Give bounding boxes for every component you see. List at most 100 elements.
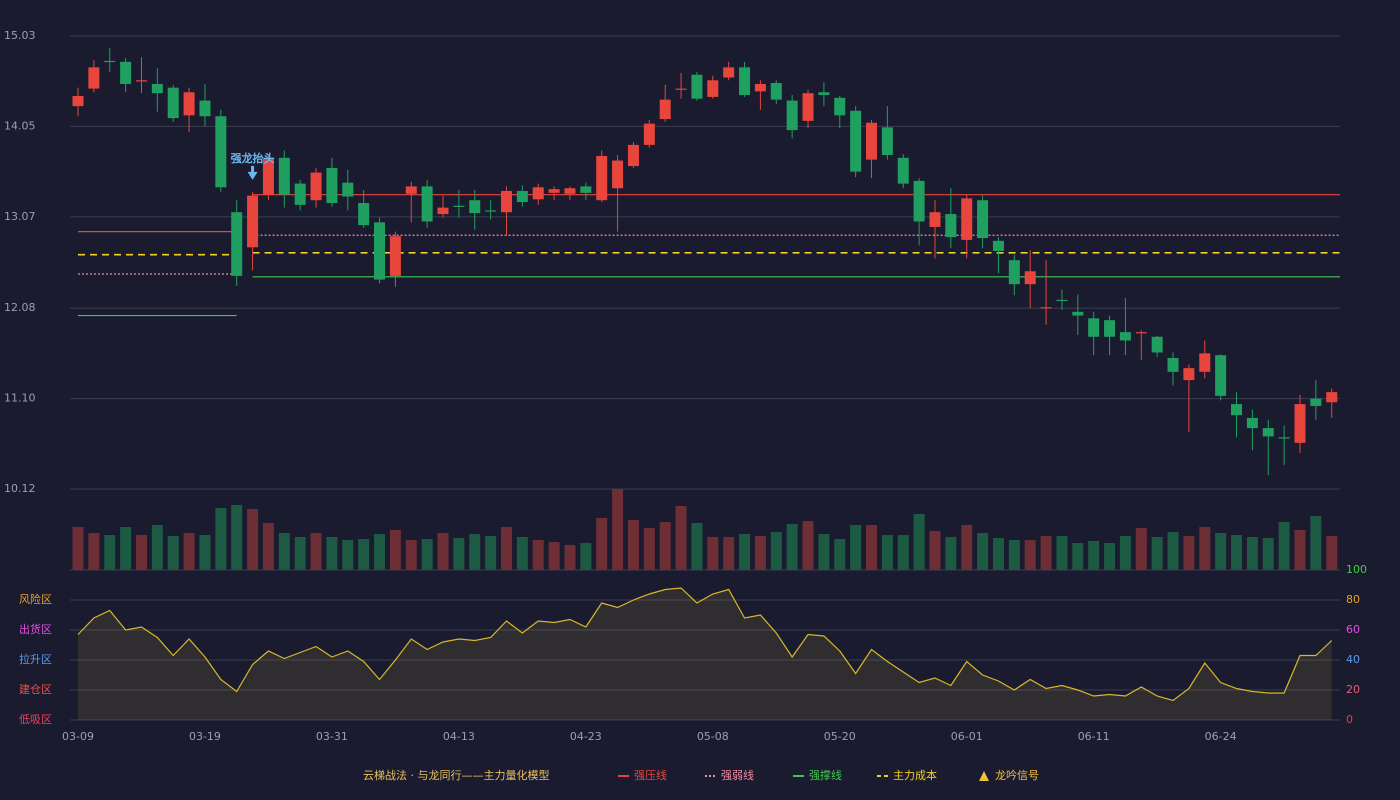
candle-body [1278,437,1290,439]
volume-bar [834,539,846,570]
candle-body [627,144,639,167]
candle-body [1024,271,1036,285]
candle-body [1294,404,1306,443]
volume-bar [977,533,989,570]
volume-bar [929,531,941,570]
y-tick-label: 10.12 [4,482,36,495]
volume-bar [913,514,925,570]
volume-bar [1167,532,1179,570]
volume-bar [1231,535,1243,570]
y-tick-label: 60 [1346,623,1360,636]
candle-body [659,99,671,120]
volume-bar [754,536,766,570]
candle-body [1104,320,1116,337]
candle-body [151,83,163,94]
candle-body [104,60,116,63]
x-tick-label: 06-11 [1078,730,1110,743]
volume-bar [707,537,719,570]
volume-bar [802,521,814,570]
candle-body [326,167,338,203]
volume-bar [818,534,830,570]
candle-body [1088,318,1100,337]
candle-body [1310,398,1322,406]
volume-bar [1183,536,1195,570]
candle-body [485,210,497,212]
x-tick-label: 03-09 [62,730,94,743]
volume-bar [231,505,243,570]
y-tick-label: 15.03 [4,29,36,42]
volume-bar [675,506,687,570]
volume-bar [723,537,735,570]
candle-body [913,180,925,222]
legend-label: 龙吟信号 [995,768,1039,782]
candle-body [691,74,703,99]
volume-bar [786,524,798,570]
volume-bar [580,543,592,570]
volume-bar [294,537,306,570]
volume-bar [421,539,433,570]
volume-bar [1072,543,1084,570]
volume-bar [1326,536,1338,570]
candle-body [707,80,719,97]
candle-body [1119,332,1131,341]
candle-body [1246,417,1258,429]
volume-bar [151,525,163,570]
volume-bar [199,535,211,570]
volume-bar [88,533,100,570]
candle-body [1262,428,1274,437]
x-tick-label: 05-20 [824,730,856,743]
candle-body [1199,353,1211,372]
volume-bar [945,537,957,570]
zone-label: 风险区 [19,592,52,606]
candle-body [532,187,544,200]
candle-body [564,188,576,194]
volume-bar [1056,536,1068,570]
volume-bar [532,540,544,570]
candle-body [437,207,449,215]
x-tick-label: 06-24 [1205,730,1237,743]
volume-bar [1135,528,1147,570]
candle-body [1167,357,1179,372]
candle-body [643,123,655,145]
volume-bar [1199,527,1211,570]
candle-body [818,92,830,96]
volume-bar [310,533,322,570]
volume-bar [1008,540,1020,570]
volume-bar [469,534,481,570]
candle-body [120,61,132,84]
volume-bar [770,532,782,570]
volume-bar [1215,533,1227,570]
candle-body [88,67,100,89]
candle-body [215,116,227,188]
candle-body [199,100,211,117]
volume-bar [881,535,893,570]
candle-body [358,202,370,226]
volume-bar [1246,537,1258,570]
legend-label: 强撑线 [809,768,842,782]
volume-bar [1262,538,1274,570]
y-tick-label: 40 [1346,653,1360,666]
candle-body [802,93,814,121]
candle-body [1072,311,1084,316]
x-tick-label: 03-31 [316,730,348,743]
candle-body [897,157,909,184]
candle-body [992,240,1004,251]
legend-label: 强压线 [634,768,667,782]
candle-body [421,186,433,222]
candle-body [770,83,782,100]
volume-bar [866,525,877,570]
y-tick-label: 100 [1346,563,1367,576]
legend-swatch [979,771,989,781]
zone-label: 建仓区 [19,682,52,696]
volume-bar [120,527,132,570]
legend-label: 强弱线 [721,768,754,782]
volume-bar [1151,537,1163,570]
volume-bar [992,538,1004,570]
candle-body [516,190,528,203]
candle-body [1151,336,1163,353]
volume-bar [596,518,608,570]
candle-body [1056,299,1068,302]
volume-bar [1294,530,1306,570]
